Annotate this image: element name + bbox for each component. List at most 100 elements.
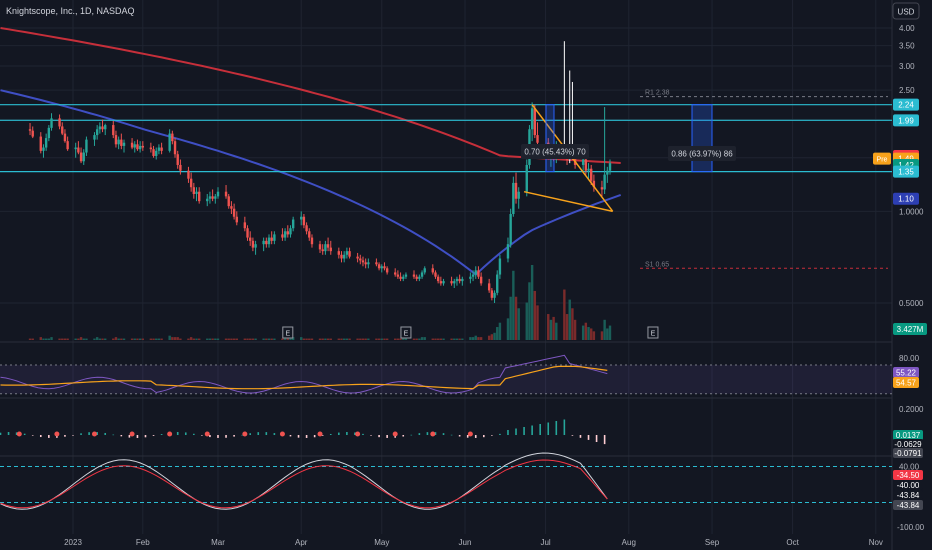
wedge-lower-line[interactable] bbox=[523, 190, 613, 213]
candle[interactable] bbox=[179, 159, 182, 175]
candle[interactable] bbox=[364, 258, 367, 269]
candle[interactable] bbox=[286, 225, 289, 238]
candle[interactable] bbox=[206, 194, 209, 207]
candle[interactable] bbox=[104, 123, 107, 136]
candle[interactable] bbox=[254, 240, 257, 255]
earnings-marker[interactable] bbox=[400, 326, 412, 339]
candle[interactable] bbox=[273, 231, 276, 245]
candle[interactable] bbox=[321, 244, 324, 255]
candle[interactable] bbox=[479, 272, 483, 286]
candle[interactable] bbox=[58, 114, 61, 130]
candle[interactable] bbox=[136, 139, 139, 151]
candle[interactable] bbox=[98, 122, 102, 134]
candle[interactable] bbox=[442, 278, 445, 286]
candle[interactable] bbox=[418, 274, 421, 282]
candle[interactable] bbox=[584, 155, 588, 175]
candle[interactable] bbox=[509, 208, 512, 248]
candle[interactable] bbox=[176, 150, 179, 169]
candle[interactable] bbox=[283, 228, 287, 241]
candle[interactable] bbox=[149, 142, 153, 153]
candle[interactable] bbox=[326, 237, 330, 252]
candle[interactable] bbox=[302, 214, 306, 229]
candle[interactable] bbox=[592, 174, 596, 192]
candle[interactable] bbox=[270, 231, 273, 245]
candle[interactable] bbox=[361, 256, 365, 267]
candle[interactable] bbox=[211, 189, 214, 202]
candle[interactable] bbox=[415, 274, 418, 282]
candle[interactable] bbox=[450, 276, 453, 286]
candle[interactable] bbox=[93, 132, 96, 146]
candle[interactable] bbox=[249, 231, 252, 246]
candle[interactable] bbox=[155, 147, 158, 160]
candle[interactable] bbox=[469, 272, 472, 284]
candle[interactable] bbox=[348, 247, 351, 259]
candle[interactable] bbox=[50, 113, 53, 131]
candle[interactable] bbox=[227, 194, 230, 209]
candle[interactable] bbox=[39, 132, 42, 154]
candle[interactable] bbox=[383, 262, 386, 271]
candle[interactable] bbox=[525, 159, 528, 197]
candle[interactable] bbox=[31, 126, 34, 139]
candle[interactable] bbox=[600, 180, 604, 197]
candle[interactable] bbox=[44, 133, 48, 151]
candle[interactable] bbox=[77, 141, 80, 155]
candle[interactable] bbox=[474, 266, 477, 279]
candle[interactable] bbox=[251, 237, 255, 252]
candle[interactable] bbox=[318, 240, 322, 253]
candle[interactable] bbox=[243, 216, 247, 232]
candle[interactable] bbox=[61, 122, 64, 136]
candle[interactable] bbox=[458, 274, 461, 284]
candle[interactable] bbox=[308, 228, 311, 241]
candle[interactable] bbox=[434, 270, 437, 279]
candle[interactable] bbox=[187, 166, 190, 183]
candle[interactable] bbox=[514, 172, 518, 204]
candle[interactable] bbox=[385, 266, 389, 275]
candle[interactable] bbox=[101, 119, 104, 133]
candle[interactable] bbox=[490, 288, 494, 301]
candle[interactable] bbox=[587, 163, 590, 179]
candle[interactable] bbox=[289, 225, 292, 238]
candle[interactable] bbox=[329, 240, 332, 255]
measure-box[interactable] bbox=[545, 104, 555, 173]
candle[interactable] bbox=[396, 270, 400, 279]
candle[interactable] bbox=[394, 268, 397, 277]
candle[interactable] bbox=[496, 270, 499, 296]
candle[interactable] bbox=[224, 185, 228, 199]
candle[interactable] bbox=[160, 142, 163, 155]
candle[interactable] bbox=[82, 149, 85, 165]
candle[interactable] bbox=[122, 139, 126, 153]
candle[interactable] bbox=[214, 194, 217, 204]
candle[interactable] bbox=[114, 130, 118, 148]
candle[interactable] bbox=[377, 262, 381, 271]
candle[interactable] bbox=[216, 187, 220, 199]
measure-box[interactable] bbox=[691, 104, 713, 173]
candle[interactable] bbox=[262, 237, 265, 252]
candle[interactable] bbox=[461, 276, 464, 286]
candle[interactable] bbox=[291, 216, 295, 232]
candle[interactable] bbox=[168, 129, 171, 153]
candle[interactable] bbox=[133, 141, 136, 153]
candle[interactable] bbox=[95, 125, 99, 140]
candle[interactable] bbox=[324, 240, 327, 255]
candle[interactable] bbox=[455, 276, 459, 286]
candle[interactable] bbox=[130, 138, 134, 150]
candle[interactable] bbox=[47, 125, 51, 142]
candle[interactable] bbox=[356, 252, 359, 263]
candle[interactable] bbox=[404, 272, 408, 279]
candle[interactable] bbox=[66, 136, 69, 151]
candle[interactable] bbox=[138, 141, 142, 153]
candle[interactable] bbox=[171, 130, 174, 145]
candle[interactable] bbox=[267, 234, 271, 248]
candle[interactable] bbox=[246, 225, 249, 241]
candle[interactable] bbox=[28, 123, 32, 136]
candle[interactable] bbox=[439, 276, 443, 286]
candle[interactable] bbox=[402, 274, 405, 282]
candle[interactable] bbox=[345, 247, 349, 259]
candle[interactable] bbox=[120, 133, 123, 150]
candle[interactable] bbox=[305, 222, 308, 235]
price-candles[interactable] bbox=[28, 41, 612, 303]
candle[interactable] bbox=[608, 159, 612, 175]
candle[interactable] bbox=[112, 120, 115, 139]
candle[interactable] bbox=[230, 201, 233, 215]
